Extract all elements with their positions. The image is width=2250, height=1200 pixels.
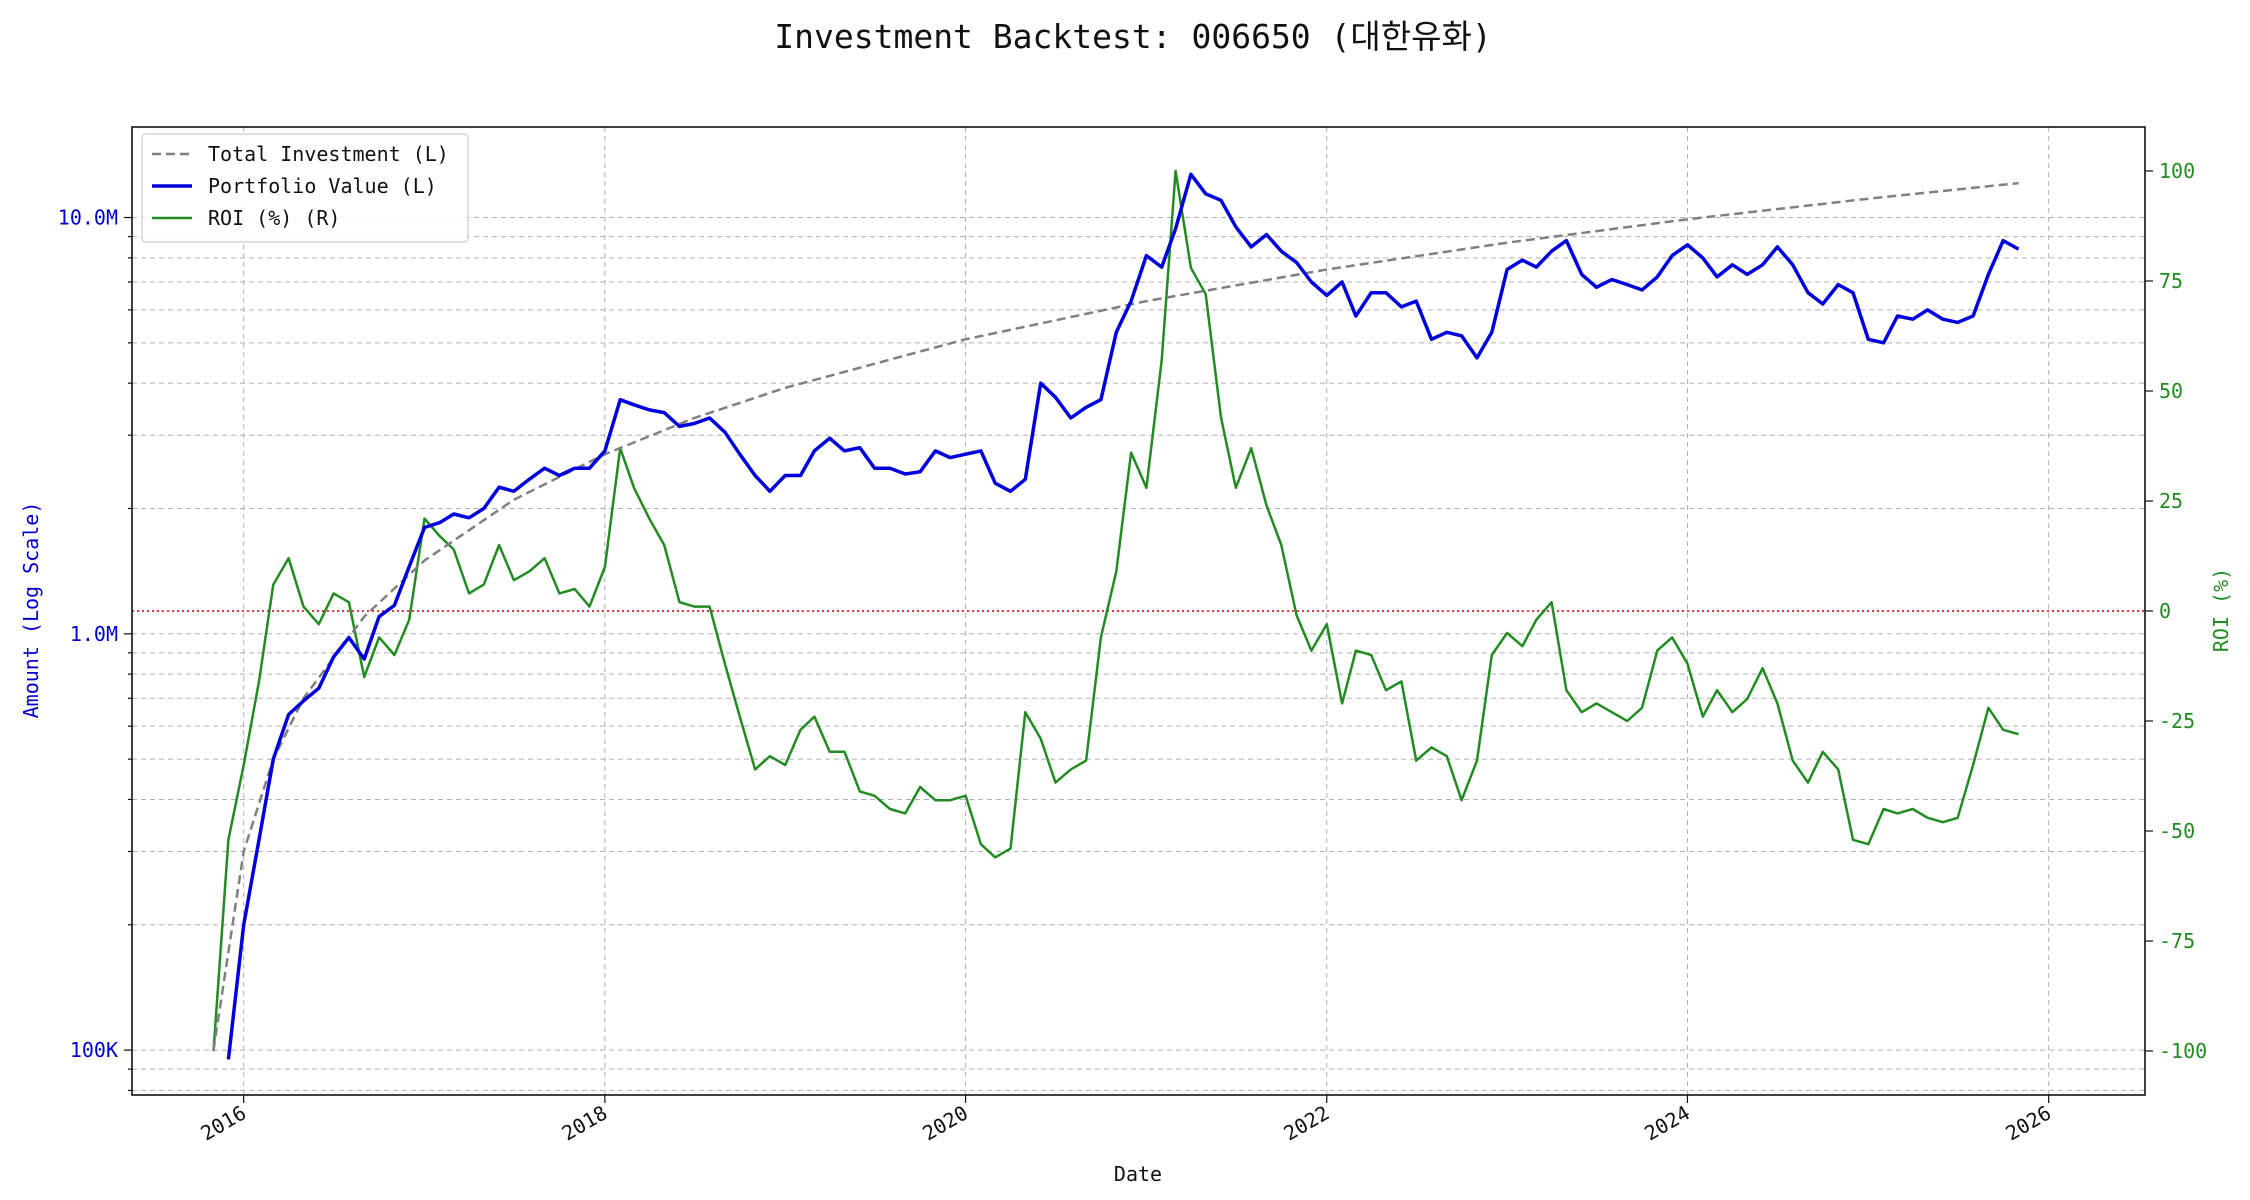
x-axis-label: Date <box>1114 1162 1162 1186</box>
right-tick-label: 100 <box>2159 159 2195 183</box>
right-tick-label: 75 <box>2159 269 2183 293</box>
x-tick-label: 2020 <box>918 1101 972 1146</box>
portfolio-value-l-series-line <box>228 174 2018 1059</box>
x-tick-label: 2024 <box>1640 1101 1694 1146</box>
left-axis-ticks: 100K 1.0M 10.0M <box>58 206 132 1091</box>
x-tick-label: 2022 <box>1280 1101 1334 1146</box>
left-tick-label: 100K <box>70 1038 118 1062</box>
right-tick-label: -100 <box>2159 1039 2207 1063</box>
left-tick-label: 10.0M <box>58 206 118 230</box>
legend-entry-label: Total Investment (L) <box>208 142 449 166</box>
total-investment-l-series-line <box>214 183 2019 1050</box>
right-tick-label: 50 <box>2159 379 2183 403</box>
right-tick-label: -25 <box>2159 709 2195 733</box>
right-tick-label: -75 <box>2159 929 2195 953</box>
left-axis-label: Amount (Log Scale) <box>19 502 43 719</box>
right-axis-ticks: -100 -75 -50 -25 0 25 50 75 100 <box>2145 159 2207 1063</box>
x-tick-label: 2026 <box>2001 1101 2055 1146</box>
right-axis-label: ROI (%) <box>2209 568 2233 652</box>
right-tick-label: 0 <box>2159 599 2171 623</box>
x-tick-label: 2018 <box>558 1101 612 1146</box>
legend-entry-label: Portfolio Value (L) <box>208 174 437 198</box>
legend-entry-label: ROI (%) (R) <box>208 206 340 230</box>
x-axis-ticks: 2016 2018 2020 2022 2024 2026 <box>196 1095 2055 1145</box>
legend: Total Investment (L) Portfolio Value (L) R… <box>142 134 468 242</box>
right-tick-label: -50 <box>2159 819 2195 843</box>
right-tick-label: 25 <box>2159 489 2183 513</box>
series-lines <box>214 171 2019 1059</box>
x-tick-label: 2016 <box>196 1101 250 1146</box>
chart-title: Investment Backtest: 006650 (대한유화) <box>774 17 1491 56</box>
left-tick-label: 1.0M <box>70 622 118 646</box>
